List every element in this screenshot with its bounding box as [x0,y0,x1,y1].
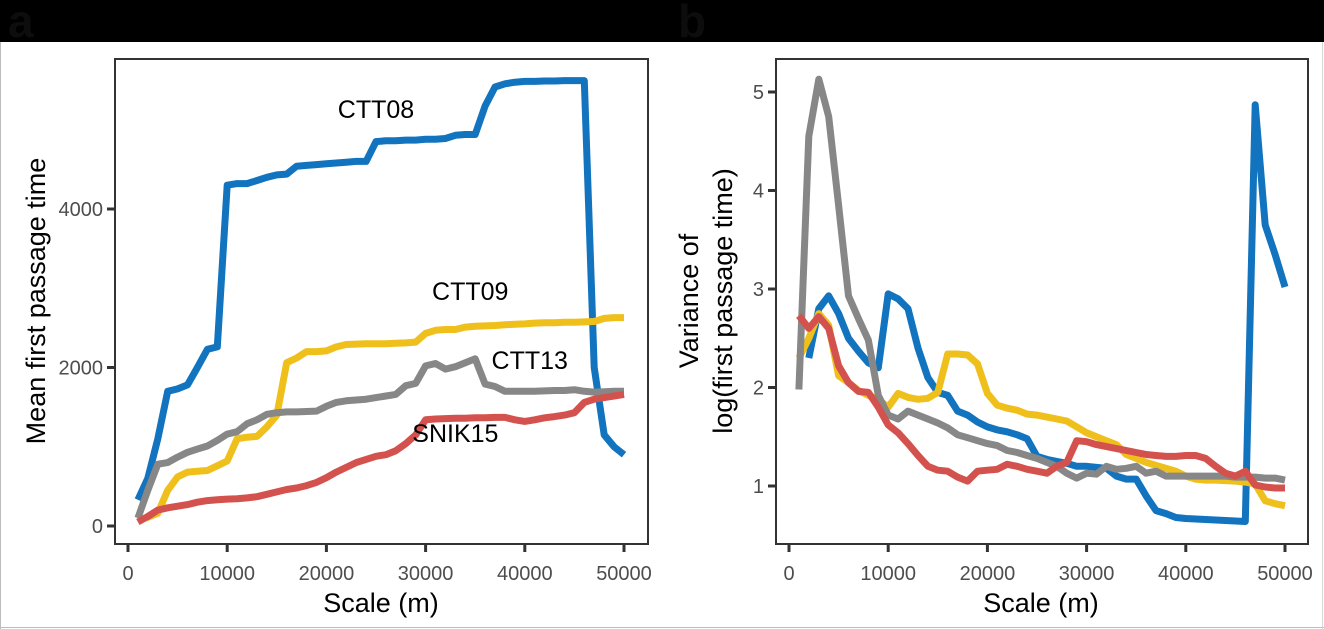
figure-border-left [0,42,1,629]
y-tick-label: 1 [753,476,764,498]
x-tick-label: 50000 [1257,563,1313,585]
series-label-ctt09: CTT09 [432,278,508,306]
x-tick-label: 20000 [960,563,1016,585]
panel-a-frame [114,58,649,545]
panel-a-y-axis-title: Mean first passage time [21,158,51,445]
series-label-snik15: SNIK15 [412,420,498,448]
panel-b-y-axis-title-line1: Variance of [674,233,704,368]
panel-b-y-axis: 1 2 3 4 5 [753,82,775,498]
panel-b-x-axis-title: Scale (m) [983,588,1099,618]
y-tick-label: 0 [92,516,103,538]
series-line-ctt13 [795,75,1286,484]
panel-a-y-axis: 0 2000 4000 [59,199,114,538]
x-tick-label: 40000 [1158,563,1214,585]
x-tick-label: 40000 [497,563,553,585]
panel-a-x-axis: 0 10000 20000 30000 40000 50000 [122,545,652,585]
panel-a-lines [134,77,627,526]
y-tick-label: 2000 [59,358,104,380]
y-tick-label: 3 [753,279,764,301]
x-tick-label: 10000 [199,563,255,585]
panel-a: 0 10000 20000 30000 40000 50000 0 2000 4000 CTT… [21,58,652,618]
series-line-ctt08 [134,77,627,502]
x-tick-label: 50000 [596,563,652,585]
x-tick-label: 30000 [1059,563,1115,585]
panel-b-y-axis-title-line2: log(first passage time) [708,168,738,434]
y-tick-label: 4000 [59,199,104,221]
panel-b-lines [795,75,1289,525]
series-label-ctt08: CTT08 [338,96,414,124]
header-bar [0,0,1324,42]
series-line-ctt09 [137,314,624,524]
series-line-ctt13 [134,355,624,520]
series-label-ctt13: CTT13 [492,347,568,375]
x-tick-label: 20000 [299,563,355,585]
x-tick-label: 0 [783,563,794,585]
x-tick-label: 30000 [398,563,454,585]
x-tick-label: 0 [122,563,133,585]
panel-b: 0 10000 20000 30000 40000 50000 1 2 3 4 5 Scale (… [674,58,1313,618]
series-line-snik15 [136,390,625,526]
x-tick-label: 10000 [860,563,916,585]
figure-border-right [1322,42,1323,629]
panel-b-frame [775,58,1309,545]
y-tick-label: 5 [753,82,764,104]
panel-letter-b: b [678,0,707,47]
y-tick-label: 2 [753,378,764,400]
y-tick-label: 4 [753,181,764,203]
panel-a-labels: CTT08 CTT09 CTT13 SNIK15 [338,96,568,448]
figure-border-bottom [0,627,1324,628]
panel-a-x-axis-title: Scale (m) [323,588,439,618]
panel-b-x-axis: 0 10000 20000 30000 40000 50000 [783,545,1313,585]
panel-letter-a: a [8,0,34,47]
series-line-snik15 [796,313,1285,492]
